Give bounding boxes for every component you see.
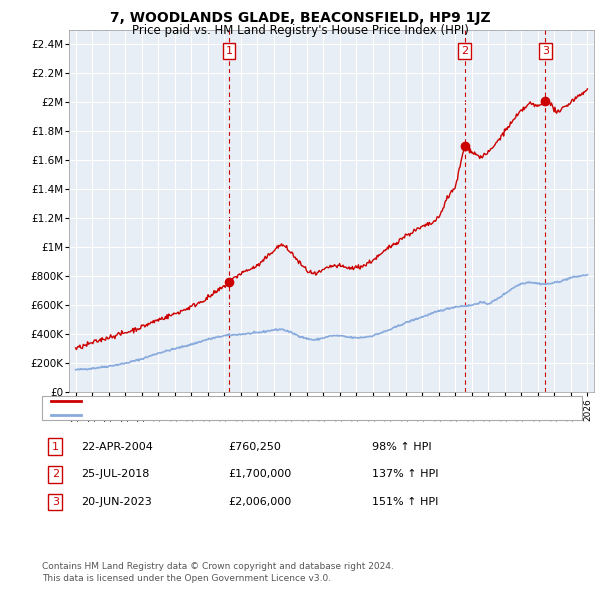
Text: HPI: Average price, detached house, Buckinghamshire: HPI: Average price, detached house, Buck… — [87, 411, 371, 420]
Text: 3: 3 — [542, 46, 549, 56]
Text: 3: 3 — [52, 497, 59, 507]
Text: £2,006,000: £2,006,000 — [228, 497, 291, 507]
Text: 98% ↑ HPI: 98% ↑ HPI — [372, 442, 431, 451]
Text: 151% ↑ HPI: 151% ↑ HPI — [372, 497, 439, 507]
Text: £1,700,000: £1,700,000 — [228, 470, 291, 479]
Text: 20-JUN-2023: 20-JUN-2023 — [81, 497, 152, 507]
Text: 22-APR-2004: 22-APR-2004 — [81, 442, 153, 451]
Text: Contains HM Land Registry data © Crown copyright and database right 2024.
This d: Contains HM Land Registry data © Crown c… — [42, 562, 394, 583]
Text: 2: 2 — [461, 46, 468, 56]
Text: 25-JUL-2018: 25-JUL-2018 — [81, 470, 149, 479]
Text: 1: 1 — [226, 46, 233, 56]
Text: 1: 1 — [52, 442, 59, 451]
Text: £760,250: £760,250 — [228, 442, 281, 451]
Text: Price paid vs. HM Land Registry's House Price Index (HPI): Price paid vs. HM Land Registry's House … — [131, 24, 469, 37]
Text: 2: 2 — [52, 470, 59, 479]
Text: 7, WOODLANDS GLADE, BEACONSFIELD, HP9 1JZ: 7, WOODLANDS GLADE, BEACONSFIELD, HP9 1J… — [110, 11, 490, 25]
Text: 137% ↑ HPI: 137% ↑ HPI — [372, 470, 439, 479]
Text: 7, WOODLANDS GLADE, BEACONSFIELD, HP9 1JZ (detached house): 7, WOODLANDS GLADE, BEACONSFIELD, HP9 1J… — [87, 396, 438, 406]
